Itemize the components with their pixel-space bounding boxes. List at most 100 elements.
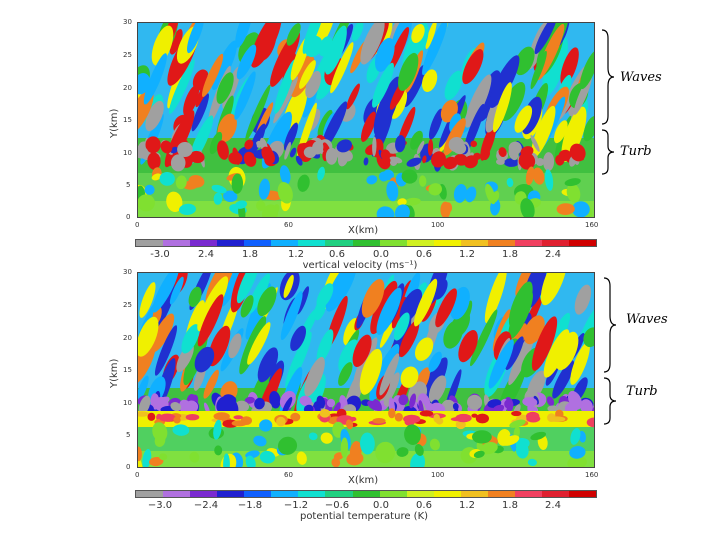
colorbar-tick: −1.8 bbox=[237, 500, 263, 511]
field-blob bbox=[214, 445, 223, 456]
field-blob bbox=[527, 396, 535, 414]
field-blob bbox=[359, 432, 375, 455]
field-blob bbox=[558, 149, 572, 162]
waves-label: Waves bbox=[620, 70, 662, 85]
field-blob bbox=[189, 451, 200, 463]
colorbar-tick: 0.0 bbox=[373, 249, 389, 260]
field-blob bbox=[567, 455, 587, 467]
colorbar-tick: 2.4 bbox=[545, 249, 561, 260]
field-blob bbox=[400, 366, 419, 388]
field-blob bbox=[216, 396, 231, 413]
field-blob bbox=[373, 76, 402, 136]
colorbar-swatch bbox=[325, 491, 353, 497]
field-blob bbox=[399, 320, 420, 358]
field-blob bbox=[560, 47, 579, 86]
field-blob bbox=[175, 175, 187, 190]
field-blob bbox=[188, 175, 205, 188]
y-tick: 30 bbox=[123, 268, 132, 276]
field-blob bbox=[542, 37, 569, 96]
field-blob bbox=[228, 333, 242, 359]
field-blob bbox=[235, 23, 252, 48]
x-tick: 0 bbox=[135, 221, 140, 229]
field-blob bbox=[168, 59, 195, 115]
field-blob bbox=[317, 109, 333, 137]
field-blob bbox=[543, 329, 570, 378]
field-blob bbox=[428, 183, 442, 196]
field-blob bbox=[472, 430, 492, 444]
field-blob bbox=[401, 169, 418, 184]
field-blob bbox=[154, 325, 178, 376]
field-blob bbox=[410, 452, 426, 467]
field-blob bbox=[530, 50, 547, 90]
field-blob bbox=[378, 171, 389, 182]
field-blob bbox=[290, 412, 301, 422]
field-blob bbox=[501, 435, 520, 446]
field-blob bbox=[452, 141, 467, 155]
field-blob bbox=[231, 420, 247, 427]
colorbar-swatch bbox=[298, 240, 326, 246]
x-tick: 100 bbox=[431, 221, 445, 229]
field-blob bbox=[138, 316, 159, 357]
field-blob bbox=[473, 450, 485, 459]
field-blob bbox=[346, 83, 360, 110]
field-blob bbox=[349, 441, 362, 462]
field-blob bbox=[471, 413, 478, 418]
field-blob bbox=[333, 452, 344, 460]
colorbar-swatch bbox=[217, 491, 245, 497]
field-blob bbox=[253, 435, 267, 447]
field-blob bbox=[394, 412, 403, 422]
field-blob bbox=[505, 336, 524, 371]
field-blob bbox=[372, 136, 377, 157]
field-blob bbox=[340, 437, 349, 458]
field-blob bbox=[258, 27, 277, 61]
field-blob bbox=[145, 136, 161, 154]
field-blob bbox=[273, 76, 299, 124]
field-blob bbox=[316, 283, 334, 309]
field-blob bbox=[223, 453, 230, 467]
field-blob bbox=[338, 362, 353, 386]
field-blob bbox=[376, 287, 402, 335]
colorbar-swatch bbox=[541, 240, 569, 246]
field-blob bbox=[312, 140, 324, 155]
field-blob bbox=[270, 30, 300, 87]
colorbar-swatch bbox=[379, 491, 407, 497]
field-blob bbox=[518, 152, 527, 166]
field-blob bbox=[376, 206, 395, 217]
field-blob bbox=[138, 454, 143, 467]
field-blob bbox=[336, 139, 352, 153]
field-blob bbox=[520, 198, 535, 217]
field-blob bbox=[435, 288, 457, 328]
field-blob bbox=[234, 71, 256, 120]
field-blob bbox=[183, 84, 200, 117]
field-blob bbox=[395, 135, 406, 153]
colorbar-tick: 1.2 bbox=[459, 500, 475, 511]
field-blob bbox=[369, 343, 400, 402]
field-blob bbox=[422, 23, 448, 76]
colorbar-swatch bbox=[433, 491, 461, 497]
field-blob bbox=[138, 375, 149, 403]
field-blob bbox=[552, 360, 575, 399]
field-blob bbox=[433, 413, 441, 423]
y-tick: 15 bbox=[123, 366, 132, 374]
colorbar-tick: 0.0 bbox=[373, 500, 389, 511]
field-blob bbox=[527, 458, 537, 467]
y-tick: 5 bbox=[126, 181, 131, 189]
field-blob bbox=[256, 200, 266, 212]
field-blob bbox=[138, 411, 150, 417]
field-blob bbox=[170, 154, 186, 172]
field-blob bbox=[431, 402, 446, 414]
field-blob bbox=[583, 327, 594, 348]
field-blob bbox=[372, 418, 386, 424]
field-blob bbox=[413, 278, 438, 327]
field-blob bbox=[525, 166, 535, 186]
field-blob bbox=[159, 171, 175, 186]
field-blob bbox=[143, 53, 167, 105]
field-blob bbox=[444, 70, 463, 100]
field-blob bbox=[211, 184, 227, 194]
colorbar-swatch bbox=[217, 240, 245, 246]
field-blob bbox=[203, 369, 219, 399]
field-blob bbox=[388, 408, 396, 419]
field-blob bbox=[223, 190, 238, 203]
colorbar-swatch bbox=[190, 491, 218, 497]
field-blob bbox=[269, 390, 281, 409]
